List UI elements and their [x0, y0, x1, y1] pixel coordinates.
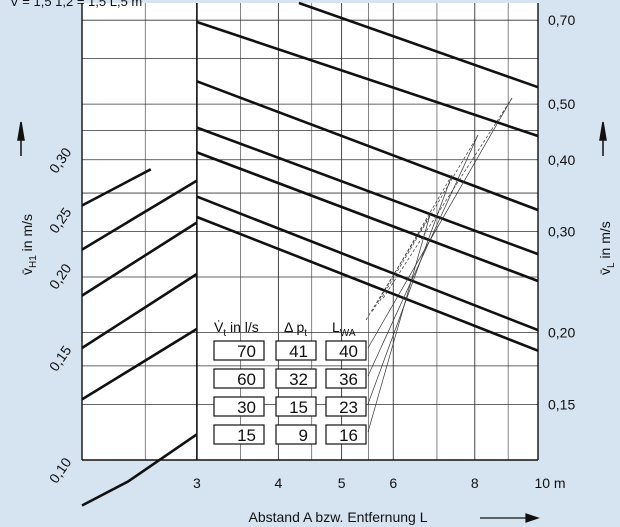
- table-header-flow: V̇t in l/s: [214, 319, 259, 339]
- right-tick-label: 0,15: [548, 396, 575, 412]
- near-series-line: [81, 433, 198, 507]
- connector-line: [381, 97, 513, 301]
- left-tick-label: 0,15: [46, 342, 75, 374]
- x-tick-label: 3: [193, 475, 201, 491]
- x-tick-label: 4: [274, 475, 282, 491]
- far-series-line: [196, 215, 539, 352]
- table-cell: [213, 396, 265, 417]
- axis-labels: V̇ = 1,5 1,2 = 1,5 L,5 m Abstand A bzw. E…: [10, 0, 617, 525]
- table-value: 41: [289, 342, 308, 361]
- table-cell: [325, 424, 367, 445]
- right-arrow-icon: [599, 121, 607, 156]
- x-arrow-icon: [480, 513, 540, 523]
- table-value: 9: [299, 426, 308, 445]
- chart-grid: [81, 3, 539, 461]
- connector-line: [377, 134, 479, 305]
- right-tick-label: 0,40: [548, 152, 575, 168]
- right-tick-label: 0,70: [548, 12, 575, 28]
- table-value: 15: [237, 426, 256, 445]
- table-cell: [325, 368, 367, 389]
- left-arrow-icon: [17, 121, 25, 156]
- far-series-line: [196, 20, 539, 138]
- table-value: 60: [237, 370, 256, 389]
- table-cell: [213, 340, 265, 361]
- far-series-line: [196, 151, 539, 283]
- connector-line: [367, 214, 431, 433]
- near-series-line: [81, 221, 198, 297]
- table-value: 32: [289, 370, 308, 389]
- left-tick-label: 0,20: [46, 260, 75, 292]
- far-series-line: [196, 126, 539, 256]
- table-cell: [275, 368, 317, 389]
- x-tick-label: 6: [389, 475, 397, 491]
- header-text: V̇ = 1,5 1,2 = 1,5 L,5 m: [10, 0, 142, 9]
- table-header-level: LWA: [332, 319, 356, 339]
- table-cell: [275, 424, 317, 445]
- far-series-line: [196, 80, 539, 212]
- table-cell: [325, 340, 367, 361]
- table-value: 40: [339, 342, 358, 361]
- near-series-line: [81, 272, 198, 350]
- table-cell: [275, 340, 317, 361]
- left-tick-label: 0,25: [46, 204, 75, 236]
- left-axis-label: v̄H1 in m/s: [19, 214, 39, 275]
- connector-line: [365, 214, 431, 321]
- right-tick-label: 0,30: [548, 224, 575, 240]
- table-value: 15: [289, 398, 308, 417]
- chart-series: [81, 1, 539, 507]
- x-tick-label: 5: [338, 475, 346, 491]
- table-value: 23: [339, 398, 358, 417]
- connector-line: [371, 174, 453, 313]
- table-cell: [275, 396, 317, 417]
- right-axis-label: v̄L in m/s: [597, 221, 617, 275]
- right-tick-label: 0,20: [548, 325, 575, 341]
- near-series-line: [81, 179, 198, 251]
- table-value: 70: [237, 342, 256, 361]
- table-value: 30: [237, 398, 256, 417]
- near-series-line: [81, 168, 152, 207]
- table-header-pressure: Δ pt: [284, 319, 307, 339]
- left-tick-label: 0,10: [46, 454, 75, 486]
- near-series-line: [81, 327, 198, 401]
- x-tick-label: 10 m: [534, 475, 565, 491]
- connector-line: [367, 134, 479, 377]
- table-cell: [325, 396, 367, 417]
- value-table: V̇t in l/s Δ pt LWA 70 41 40 60 32 36 30 15 23 15 9 16: [213, 319, 367, 445]
- x-tick-label: 8: [471, 475, 479, 491]
- table-cell: [213, 368, 265, 389]
- table-value: 16: [339, 426, 358, 445]
- connector-line: [367, 97, 513, 349]
- far-series-line: [298, 1, 539, 89]
- left-tick-label: 0,30: [46, 144, 75, 176]
- table-cell: [213, 424, 265, 445]
- right-tick-label: 0,50: [548, 96, 575, 112]
- table-value: 36: [339, 370, 358, 389]
- x-axis-label: Abstand A bzw. Entfernung L: [248, 509, 427, 525]
- far-series-line: [196, 195, 539, 332]
